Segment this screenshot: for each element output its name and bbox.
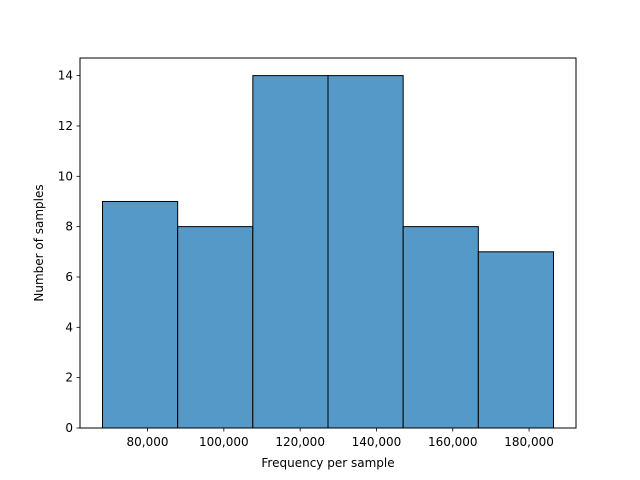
plot-frame	[79, 57, 577, 429]
x-tick-label: 120,000	[275, 435, 325, 449]
y-tick-label: 0	[65, 421, 73, 435]
x-axis-ticks: 80,000 100,000 120,000 140,000 160,000 180,00…	[127, 428, 554, 449]
x-tick-label: 140,000	[352, 435, 402, 449]
x-tick-label: 100,000	[199, 435, 249, 449]
y-tick-label: 6	[65, 270, 73, 284]
histogram-bar-5	[402, 226, 479, 429]
x-tick-label: 160,000	[428, 435, 478, 449]
y-tick-label: 8	[65, 220, 73, 234]
histogram-bars	[102, 75, 554, 429]
x-tick-label: 80,000	[127, 435, 169, 449]
y-tick-label: 14	[58, 69, 73, 83]
histogram-bar-4	[327, 75, 404, 429]
y-tick-label: 12	[58, 119, 73, 133]
x-tick-label: 180,000	[504, 435, 554, 449]
y-axis-ticks: 0 2 4 6 8 10 12 14	[58, 69, 80, 435]
histogram-bar-1	[102, 200, 179, 429]
histogram-bar-3	[252, 75, 329, 429]
y-tick-label: 2	[65, 371, 73, 385]
y-axis-label: Number of samples	[32, 184, 46, 301]
histogram-bar-2	[177, 226, 254, 429]
x-axis-label: Frequency per sample	[261, 456, 394, 470]
y-tick-label: 4	[65, 320, 73, 334]
histogram-bar-6	[477, 251, 554, 429]
y-tick-label: 10	[58, 169, 73, 183]
